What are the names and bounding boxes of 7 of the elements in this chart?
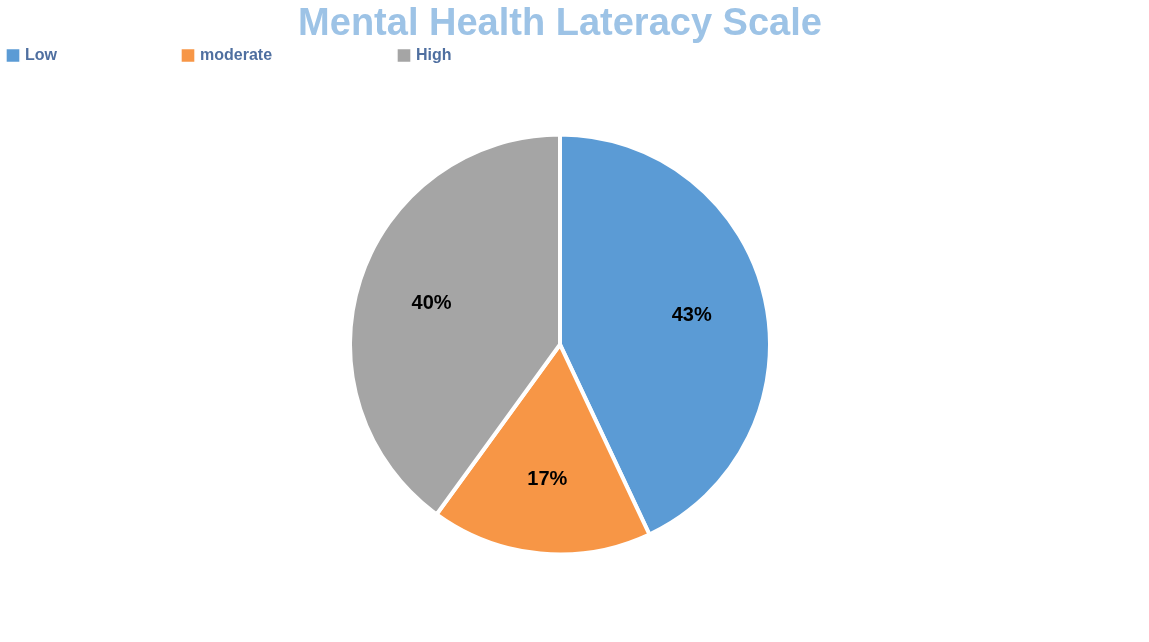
legend-label: High <box>416 46 452 64</box>
legend-label: moderate <box>200 46 273 64</box>
data-label: 43% <box>671 303 712 326</box>
data-label: 40% <box>411 290 452 313</box>
data-label: 17% <box>527 466 568 489</box>
chart-title: Mental Health Lateracy Scale <box>298 1 822 43</box>
legend-label: Low <box>25 46 58 64</box>
